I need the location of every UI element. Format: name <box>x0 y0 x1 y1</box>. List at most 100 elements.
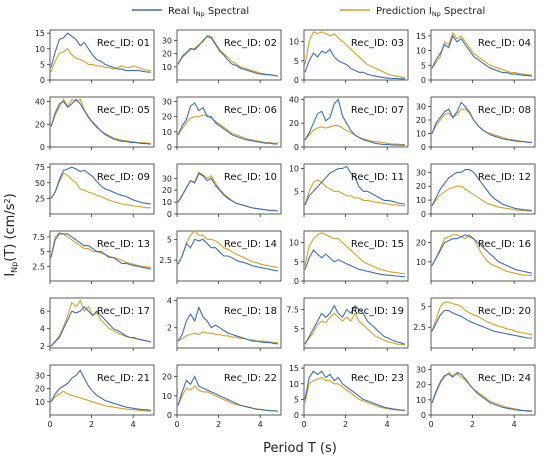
y-tick-label: 10 <box>162 392 172 401</box>
panel-frame <box>49 163 155 215</box>
panel-frame <box>176 364 282 416</box>
y-tick-label: 0 <box>167 143 172 152</box>
real-series-line <box>431 169 532 212</box>
prediction-series-line <box>177 34 278 77</box>
panel-label: Rec_ID: 15 <box>351 239 404 250</box>
panel-11: 5 10 Rec_ID: 11 <box>289 163 409 217</box>
legend-pred-label: Prediction INp Spectral <box>376 6 485 18</box>
panel-frame <box>49 96 155 148</box>
y-tick-label: 30 <box>416 168 426 177</box>
y-tick-label: 0 <box>294 76 299 85</box>
x-tick-label: 0 <box>47 420 52 429</box>
y-tick-label: 4 <box>40 325 45 334</box>
y-tick-label: 30 <box>162 174 172 183</box>
y-tick-label: 5 <box>167 235 172 244</box>
y-tick-label: 10 <box>289 38 299 47</box>
y-tick-label: 7.5 <box>286 306 299 315</box>
y-axis-label: INp(T) (cm/s2) <box>3 193 19 276</box>
panel-label: Rec_ID: 16 <box>478 239 531 250</box>
y-tick-label: 20 <box>35 120 45 129</box>
panel-label: Rec_ID: 13 <box>97 239 150 250</box>
y-tick-label: 5 <box>294 325 299 334</box>
y-tick-label: 0 <box>167 411 172 420</box>
panel-16: 10 20 Rec_ID: 16 <box>416 230 536 284</box>
panel-15: 0 5 10 Rec_ID: 15 <box>289 230 409 286</box>
prediction-series-line <box>177 230 279 269</box>
panel-frame <box>430 96 536 148</box>
panel-frame <box>430 29 536 81</box>
y-tick-label: 10 <box>35 398 45 407</box>
real-series-line <box>50 98 151 145</box>
real-series-line <box>50 233 152 270</box>
real-series-line <box>177 305 278 345</box>
panel-8: 0 10 20 30 Rec_ID: 08 <box>416 96 536 152</box>
panel-label: Rec_ID: 19 <box>351 306 404 317</box>
panel-label: Rec_ID: 14 <box>224 239 277 250</box>
y-tick-label: 0 <box>294 411 299 420</box>
real-series-line <box>431 371 532 412</box>
panel-frame <box>303 364 409 416</box>
panel-frame <box>430 364 536 416</box>
panel-label: Rec_ID: 09 <box>97 172 150 183</box>
panel-label: Rec_ID: 10 <box>224 172 277 183</box>
panel-label: Rec_ID: 03 <box>351 38 404 49</box>
y-tick-label: 30 <box>416 366 426 375</box>
real-series-line <box>177 375 278 412</box>
real-series-line <box>50 32 151 73</box>
y-tick-label: 10 <box>162 63 172 72</box>
y-tick-label: 5 <box>40 60 45 69</box>
real-series-line <box>304 370 405 411</box>
y-tick-label: 4 <box>167 297 172 306</box>
panel-frame <box>176 29 282 81</box>
y-tick-label: 10 <box>162 128 172 137</box>
prediction-series-line <box>431 185 532 212</box>
x-tick-label: 2 <box>470 420 475 429</box>
panel-18: 2 4 Rec_ID: 18 <box>167 297 282 351</box>
panel-frame <box>49 364 155 416</box>
y-tick-label: 20 <box>162 50 172 59</box>
panel-5: 0 20 40 Rec_ID: 05 <box>35 96 155 152</box>
panel-14: 2.5 5 Rec_ID: 14 <box>159 230 282 284</box>
prediction-series-line <box>304 31 406 79</box>
y-tick-label: 0 <box>421 411 426 420</box>
real-series-line <box>177 102 278 145</box>
real-series-line <box>304 98 405 146</box>
panel-frame <box>303 163 409 215</box>
panel-frame <box>303 297 409 349</box>
real-series-line <box>431 309 532 339</box>
panel-label: Rec_ID: 21 <box>97 373 150 384</box>
y-tick-label: 20 <box>416 239 426 248</box>
x-tick-label: 4 <box>385 420 390 429</box>
y-tick-label: 10 <box>162 198 172 207</box>
y-tick-label: 5 <box>294 258 299 267</box>
y-tick-label: 2.5 <box>413 323 426 332</box>
panel-3: 0 5 10 Rec_ID: 03 <box>289 29 409 85</box>
prediction-series-line <box>50 48 151 73</box>
panel-frame <box>176 163 282 215</box>
real-series-line <box>304 304 406 345</box>
prediction-series-line <box>304 312 405 346</box>
y-tick-label: 20 <box>162 113 172 122</box>
y-tick-label: 5 <box>294 187 299 196</box>
panel-20: 2.5 5 Rec_ID: 20 <box>413 297 536 351</box>
panel-label: Rec_ID: 23 <box>351 373 404 384</box>
panel-13: 2.5 5 7.5 Rec_ID: 13 <box>32 230 155 284</box>
panel-frame <box>303 230 409 282</box>
panel-19: 5 7.5 Rec_ID: 19 <box>286 297 409 351</box>
x-tick-label: 4 <box>131 420 136 429</box>
x-axis-label: Period T (s) <box>263 441 337 456</box>
real-series-line <box>177 172 278 212</box>
legend-real-label: Real INp Spectral <box>168 6 249 18</box>
x-tick-label: 4 <box>258 420 263 429</box>
real-series-line <box>50 305 152 347</box>
y-tick-label: 20 <box>289 119 299 128</box>
real-series-line <box>304 48 405 80</box>
y-tick-label: 40 <box>35 98 45 107</box>
prediction-series-line <box>304 232 405 275</box>
prediction-series-line <box>50 299 152 347</box>
panel-label: Rec_ID: 22 <box>224 373 277 384</box>
x-tick-label: 2 <box>89 420 94 429</box>
y-tick-label: 30 <box>416 102 426 111</box>
panel-label: Rec_ID: 05 <box>97 105 150 116</box>
y-tick-label: 2 <box>40 342 45 351</box>
